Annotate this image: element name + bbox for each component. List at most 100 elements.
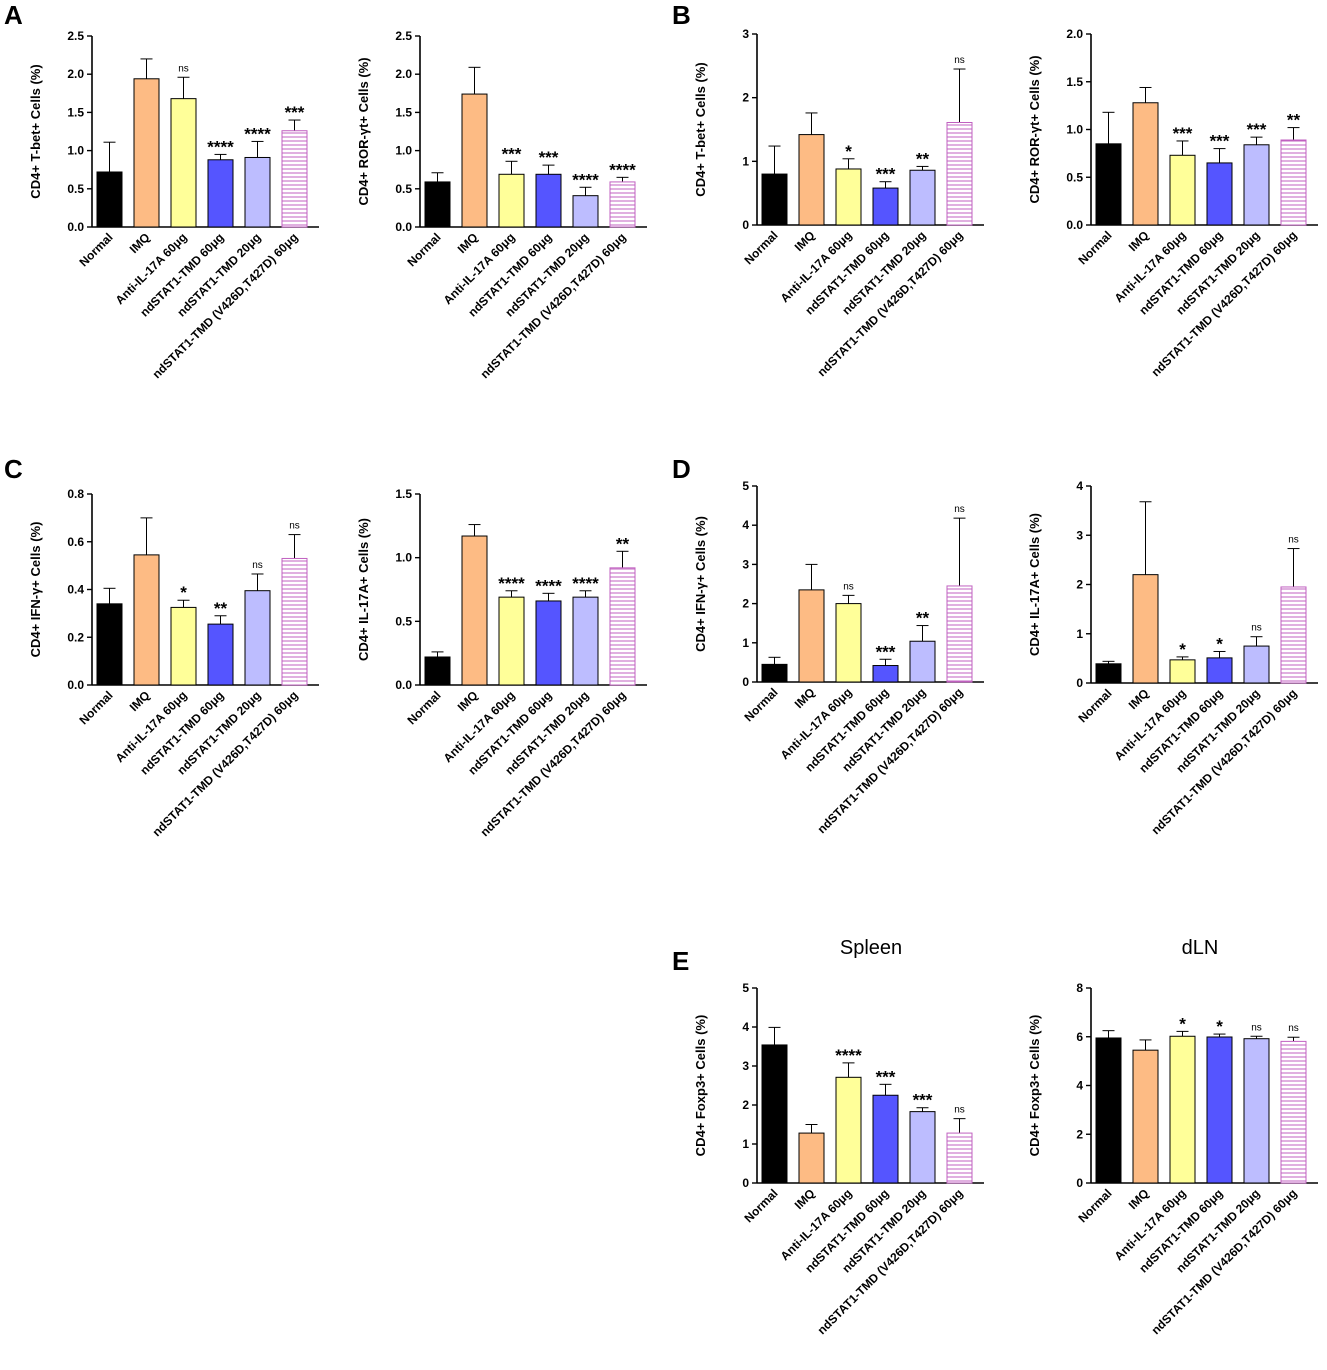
panel-letter-a: A xyxy=(4,0,23,30)
bar xyxy=(1095,143,1122,226)
x-category-label: Normal xyxy=(404,688,443,727)
x-category-label: IMQ xyxy=(1126,1186,1152,1212)
significance-stars: ** xyxy=(916,609,930,628)
x-category-label: IMQ xyxy=(455,688,481,714)
x-category-label: Normal xyxy=(76,230,115,269)
y-axis-title: CD4+ IL-17A+ Cells (%) xyxy=(356,518,371,661)
significance-stars: **** xyxy=(572,574,599,593)
x-category-label: IMQ xyxy=(1126,686,1152,712)
bar xyxy=(96,603,123,686)
ns-annotation: ns xyxy=(1288,1023,1299,1034)
y-tick-label: 1.0 xyxy=(1066,123,1083,137)
x-category-label: IMQ xyxy=(127,688,153,714)
bar xyxy=(1095,663,1122,684)
ns-annotation: ns xyxy=(1288,535,1299,546)
significance-stars: * xyxy=(1216,1017,1223,1036)
bar xyxy=(761,663,788,683)
significance-stars: **** xyxy=(609,160,636,179)
y-tick-label: 4 xyxy=(742,518,749,532)
significance-stars: *** xyxy=(1173,124,1193,143)
bar xyxy=(909,169,936,226)
ns-annotation: ns xyxy=(252,560,263,571)
bar xyxy=(1280,586,1307,684)
y-tick-label: 0.0 xyxy=(67,220,84,234)
ns-annotation: ns xyxy=(843,581,854,592)
y-tick-label: 0.5 xyxy=(67,182,84,196)
bar xyxy=(798,1132,825,1184)
y-tick-label: 1.5 xyxy=(1066,75,1083,89)
y-tick-label: 2 xyxy=(1076,578,1083,592)
chart-b2: 0.0 0.5 1.0 1.5 2.0 CD4+ ROR-γt+ Cells (%) Nor… xyxy=(1027,27,1318,379)
y-tick-label: 5 xyxy=(742,981,749,995)
bar xyxy=(96,171,123,228)
y-tick-label: 0.5 xyxy=(1066,170,1083,184)
bar xyxy=(946,1132,973,1184)
y-tick-label: 1 xyxy=(742,636,749,650)
chart-c1: 0.0 0.2 0.4 0.6 0.8 CD4+ IFN-γ+ Cells (%) Norm… xyxy=(28,487,319,839)
y-tick-label: 0.5 xyxy=(395,614,412,628)
y-tick-label: 2 xyxy=(742,91,749,105)
bar xyxy=(609,181,636,228)
significance-stars: * xyxy=(1216,634,1223,653)
y-tick-label: 1 xyxy=(742,154,749,168)
chart-a1: 0.0 0.5 1.0 1.5 2.0 2.5 CD4+ T-bet+ Cells (%) N… xyxy=(28,29,319,381)
y-tick-label: 1.0 xyxy=(395,551,412,565)
y-tick-label: 3 xyxy=(742,1059,749,1073)
bar xyxy=(170,606,197,686)
y-tick-label: 0.8 xyxy=(67,487,84,501)
bar xyxy=(946,121,973,226)
y-tick-label: 4 xyxy=(1076,479,1083,493)
bar xyxy=(535,600,562,686)
y-tick-label: 0.5 xyxy=(395,182,412,196)
significance-stars: *** xyxy=(1210,132,1230,151)
bar xyxy=(1243,144,1270,226)
y-tick-label: 2.5 xyxy=(395,29,412,43)
x-category-label: Normal xyxy=(1075,686,1114,725)
y-tick-label: 0.0 xyxy=(1066,218,1083,232)
significance-stars: * xyxy=(1179,640,1186,659)
bar xyxy=(872,1094,899,1184)
bar xyxy=(133,554,160,686)
x-category-label: Normal xyxy=(76,688,115,727)
bar xyxy=(572,195,599,228)
significance-stars: *** xyxy=(876,642,896,661)
significance-stars: *** xyxy=(876,1067,896,1086)
x-category-label: IMQ xyxy=(792,1186,818,1212)
y-tick-label: 3 xyxy=(1076,528,1083,542)
y-tick-label: 0.2 xyxy=(67,630,84,644)
y-tick-label: 6 xyxy=(1076,1030,1083,1044)
y-tick-label: 1 xyxy=(742,1137,749,1151)
ns-annotation: ns xyxy=(178,63,189,74)
significance-stars: * xyxy=(845,142,852,161)
bar xyxy=(798,589,825,683)
x-category-label: IMQ xyxy=(127,230,153,256)
bar xyxy=(207,623,234,686)
significance-stars: ** xyxy=(616,534,630,553)
x-category-label: Normal xyxy=(404,230,443,269)
significance-stars: **** xyxy=(535,576,562,595)
bar xyxy=(872,665,899,683)
significance-stars: ** xyxy=(214,599,228,618)
y-axis-title: CD4+ T-bet+ Cells (%) xyxy=(28,64,43,198)
subtitle-spleen: Spleen xyxy=(840,937,902,959)
bar xyxy=(798,134,825,226)
y-tick-label: 8 xyxy=(1076,981,1083,995)
y-tick-label: 0.0 xyxy=(395,678,412,692)
ns-annotation: ns xyxy=(954,504,965,515)
bar xyxy=(761,1044,788,1184)
bar xyxy=(1206,657,1233,684)
significance-stars: *** xyxy=(1247,120,1267,139)
y-tick-label: 1.5 xyxy=(67,105,84,119)
y-tick-label: 0.0 xyxy=(67,678,84,692)
x-category-label: Normal xyxy=(1075,228,1114,267)
chart-c2: 0.0 0.5 1.0 1.5 CD4+ IL-17A+ Cells (%) Normal… xyxy=(356,487,647,839)
panel-letter-b: B xyxy=(672,0,691,30)
y-tick-label: 4 xyxy=(1076,1079,1083,1093)
significance-stars: *** xyxy=(285,103,305,122)
bar xyxy=(498,596,525,686)
bar xyxy=(244,590,271,686)
y-tick-label: 0.0 xyxy=(395,220,412,234)
y-tick-label: 1.5 xyxy=(395,487,412,501)
